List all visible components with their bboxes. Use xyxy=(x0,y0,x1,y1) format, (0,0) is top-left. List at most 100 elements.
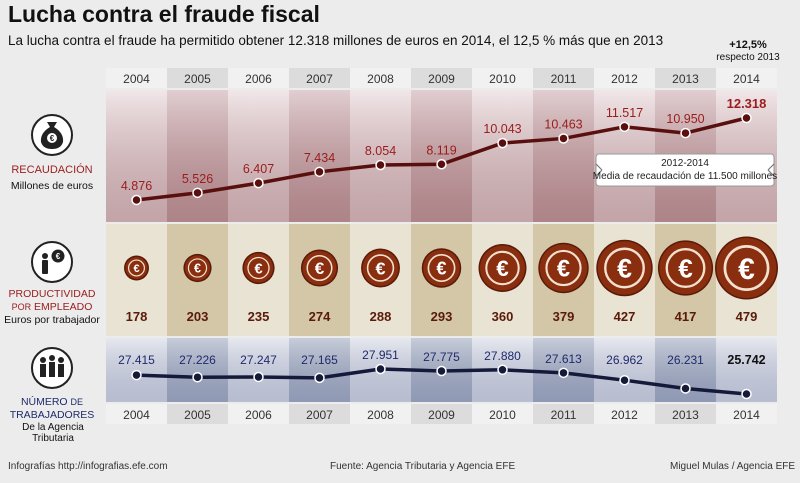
recaudacion-point xyxy=(497,137,508,149)
recaudacion-value-label: 10.043 xyxy=(483,122,521,136)
year-label: 2010 xyxy=(489,72,516,86)
recaudacion-point xyxy=(619,121,630,133)
year-cell xyxy=(228,68,289,88)
year-cell xyxy=(411,68,472,88)
footer-left: Infografías http://infografias.efe.com xyxy=(8,461,168,472)
year-label: 2012 xyxy=(611,72,638,86)
empleado-label: EMPLEADO xyxy=(34,301,93,313)
year-cell xyxy=(594,68,655,88)
productividad-unit: Euros por trabajador xyxy=(4,314,100,326)
subtitle: La lucha contra el fraude ha permitido o… xyxy=(8,33,664,48)
trabajadores-value-label: 27.415 xyxy=(118,353,155,367)
money-bag-icon: € xyxy=(31,114,73,156)
annotation-text: Media de recaudación de 11.500 millones xyxy=(593,171,777,182)
footer-center: Fuente: Agencia Tributaria y Agencia EFE xyxy=(330,461,516,472)
productividad-value-label: 293 xyxy=(431,309,453,324)
trabajadores-value-label: 25.742 xyxy=(727,353,765,367)
recaudacion-value-label: 8.054 xyxy=(365,144,396,158)
year-label: 2005 xyxy=(184,72,211,86)
productividad-value-label: 203 xyxy=(187,309,209,324)
trabajadores-value-label: 27.951 xyxy=(362,348,399,362)
recaudacion-value-label: 7.434 xyxy=(304,151,335,165)
trabajadores-unit: De la Agencia Tributaria xyxy=(22,422,84,444)
euro-coin-icon: € xyxy=(300,249,339,287)
year-cell xyxy=(533,68,594,88)
year-label: 2013 xyxy=(672,72,699,86)
svg-text:€: € xyxy=(194,262,201,276)
year-cell xyxy=(716,404,777,424)
recaudacion-value-label: 10.950 xyxy=(666,112,704,126)
trabajadores-point xyxy=(314,372,325,384)
svg-text:€: € xyxy=(254,261,262,277)
annotation-arrows xyxy=(595,163,775,177)
svg-text:€: € xyxy=(617,254,632,284)
svg-text:€: € xyxy=(50,134,55,143)
year-label: 2007 xyxy=(306,72,333,86)
year-cell xyxy=(106,404,167,424)
year-label: 2011 xyxy=(551,408,577,422)
recaudacion-point xyxy=(680,127,691,139)
recaudacion-value-label: 8.119 xyxy=(426,143,456,157)
trabajadores-value-label: 26.231 xyxy=(667,353,704,367)
trabajadores-value-label: 26.962 xyxy=(606,353,643,367)
year-label: 2006 xyxy=(245,72,272,86)
de-text: DE xyxy=(70,397,84,407)
year-cell xyxy=(350,68,411,88)
trabajadores-point xyxy=(131,369,142,381)
trabajadores-label: TRABAJADORES xyxy=(9,409,95,421)
year-cell xyxy=(472,68,533,88)
trabajadores-value-label: 27.775 xyxy=(423,350,460,364)
euro-coin-icon: € xyxy=(596,239,653,297)
svg-text:€: € xyxy=(56,252,61,261)
year-label: 2004 xyxy=(123,408,150,422)
productividad-value-label: 379 xyxy=(553,309,575,324)
recaudacion-label: RECAUDACIÓN xyxy=(11,164,93,176)
year-cell xyxy=(472,404,533,424)
year-cell xyxy=(594,404,655,424)
euro-coin-icon: € xyxy=(715,236,778,300)
productividad-value-label: 178 xyxy=(126,309,148,324)
recaudacion-point xyxy=(192,187,203,199)
year-cell xyxy=(167,404,228,424)
recaudacion-point xyxy=(314,166,325,178)
recaudacion-value-label: 4.876 xyxy=(121,179,152,193)
numero-text: NÚMERO xyxy=(20,396,68,408)
recaudacion-point xyxy=(131,194,142,206)
trabajadores-point xyxy=(558,367,569,379)
recaudacion-point xyxy=(253,177,264,189)
trabajadores-value-label: 27.613 xyxy=(545,352,582,366)
year-label: 2006 xyxy=(245,408,272,422)
year-cell xyxy=(533,404,594,424)
recaudacion-value-label: 12.318 xyxy=(727,96,767,111)
recaudacion-point xyxy=(375,159,386,171)
recaudacion-value-label: 5.526 xyxy=(182,172,213,186)
euro-coin-icon: € xyxy=(242,251,275,285)
page-title: Lucha contra el fraude fiscal xyxy=(8,1,320,27)
svg-text:€: € xyxy=(133,263,139,275)
recaudacion-point xyxy=(741,112,752,124)
trabajadores-point xyxy=(680,383,691,394)
year-cell xyxy=(411,404,472,424)
numero-label: NÚMERO DE xyxy=(2,396,102,408)
highlight-change-text: respecto 2013 xyxy=(716,52,780,63)
svg-text:€: € xyxy=(557,257,570,283)
year-label: 2005 xyxy=(184,408,211,422)
trabajadores-point xyxy=(192,371,203,383)
recaudacion-point xyxy=(436,159,447,170)
worker-euro-icon: € xyxy=(31,241,73,283)
year-label: 2007 xyxy=(306,408,333,422)
euro-coin-icon: € xyxy=(124,255,149,281)
productividad-value-label: 479 xyxy=(736,309,758,324)
year-cell xyxy=(289,68,350,88)
year-cell xyxy=(228,404,289,424)
svg-text:€: € xyxy=(496,256,509,281)
trabajadores-value-label: 27.165 xyxy=(301,353,338,367)
euro-coin-icon: € xyxy=(538,242,589,294)
annotation-box xyxy=(595,153,775,187)
year-label: 2012 xyxy=(611,408,638,422)
trabajadores-point xyxy=(741,388,752,400)
year-label: 2008 xyxy=(367,72,394,86)
svg-text:€: € xyxy=(436,258,446,279)
year-cell xyxy=(655,404,716,424)
year-label: 2008 xyxy=(367,408,394,422)
